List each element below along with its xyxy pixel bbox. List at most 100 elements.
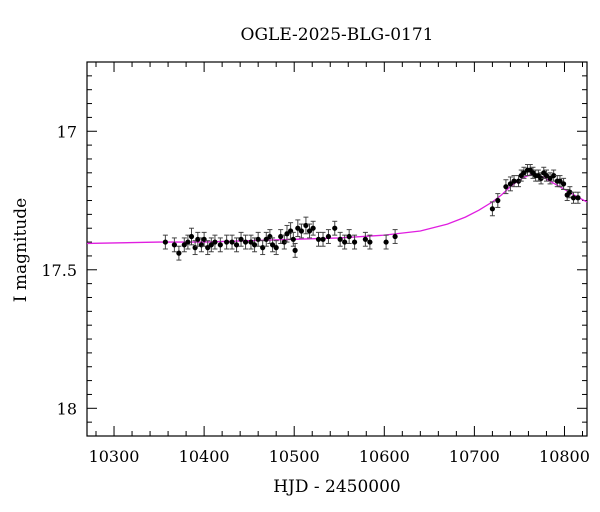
data-point [188,227,195,246]
point-marker [290,236,296,242]
x-tick-labels: 10300 10400 10500 10600 10700 10800 [89,447,590,466]
data-point [337,231,343,247]
point-marker [229,239,235,245]
x-tick-label: 10700 [449,447,500,466]
x-tick-label: 10400 [179,447,230,466]
point-marker [310,225,316,231]
point-marker [298,228,305,234]
point-marker [284,231,290,237]
point-marker [233,242,240,248]
point-marker [332,225,338,231]
point-marker [560,181,567,187]
data-point [489,201,496,217]
point-marker [551,172,557,179]
data-point [351,234,358,250]
y-tick-label: 17.5 [41,261,77,280]
point-marker [342,239,348,245]
point-marker [238,236,244,242]
point-marker [188,233,195,240]
point-marker [176,250,182,256]
data-point [208,237,214,253]
data-point [310,220,316,236]
point-marker [281,239,287,245]
point-marker [337,236,343,242]
point-marker [320,236,326,242]
point-marker [162,239,168,245]
data-point [315,231,322,247]
point-marker [181,242,187,248]
data-point [171,237,177,253]
data-point [507,176,514,192]
data-point [233,237,240,253]
x-tick-label: 10500 [269,447,320,466]
data-point [392,229,398,244]
data-point [229,234,235,250]
point-marker [351,239,358,245]
point-marker [507,181,514,187]
data-point [560,177,567,190]
point-marker [543,172,550,179]
point-marker [575,195,581,201]
data-point [295,219,301,238]
point-marker [503,184,509,190]
chart-title: OGLE-2025-BLG-0171 [241,25,434,45]
point-marker [208,242,214,248]
data-point [547,172,553,185]
point-marker [538,175,544,181]
point-marker [521,170,527,176]
y-tick-label: 18 [57,399,77,418]
point-marker [557,178,563,184]
point-marker [325,233,332,240]
data-point [495,193,501,208]
point-marker [515,178,522,184]
y-tick-labels: 17 17.5 18 [41,122,77,418]
data-point [273,240,279,256]
data-point [242,234,249,250]
data-point [269,237,276,253]
data-point [205,240,211,256]
point-marker [242,239,249,245]
data-point [346,229,352,244]
y-tick-label: 17 [57,122,77,141]
point-marker [269,242,276,248]
point-marker [362,236,368,242]
point-marker [248,239,254,245]
x-tick-label: 10300 [89,447,140,466]
data-point [298,223,305,239]
data-point [521,166,527,179]
data-point [248,234,254,250]
data-point [181,237,187,253]
data-point [162,234,168,250]
data-point [284,224,290,243]
point-marker [306,228,313,234]
point-marker [511,178,517,184]
point-marker [383,239,389,245]
data-points [162,164,581,261]
axis-ticks [87,61,587,437]
data-point [292,242,298,258]
data-point [224,234,230,250]
data-point [176,245,182,261]
point-marker [392,233,398,240]
data-point [503,179,509,195]
point-marker [217,242,223,248]
data-point [511,175,517,188]
data-point [255,231,261,247]
point-marker [255,236,261,242]
data-point [342,234,348,250]
x-tick-label: 10600 [359,447,410,466]
data-point [332,220,338,236]
data-point [267,229,273,244]
data-point [362,231,368,247]
point-marker [292,247,298,253]
data-point [367,234,373,250]
data-point [543,169,550,182]
data-point [570,191,577,204]
point-marker [263,236,269,242]
data-point [575,191,581,204]
point-marker [185,239,191,245]
point-marker [273,245,279,251]
data-point [263,231,269,247]
data-point [320,231,326,247]
